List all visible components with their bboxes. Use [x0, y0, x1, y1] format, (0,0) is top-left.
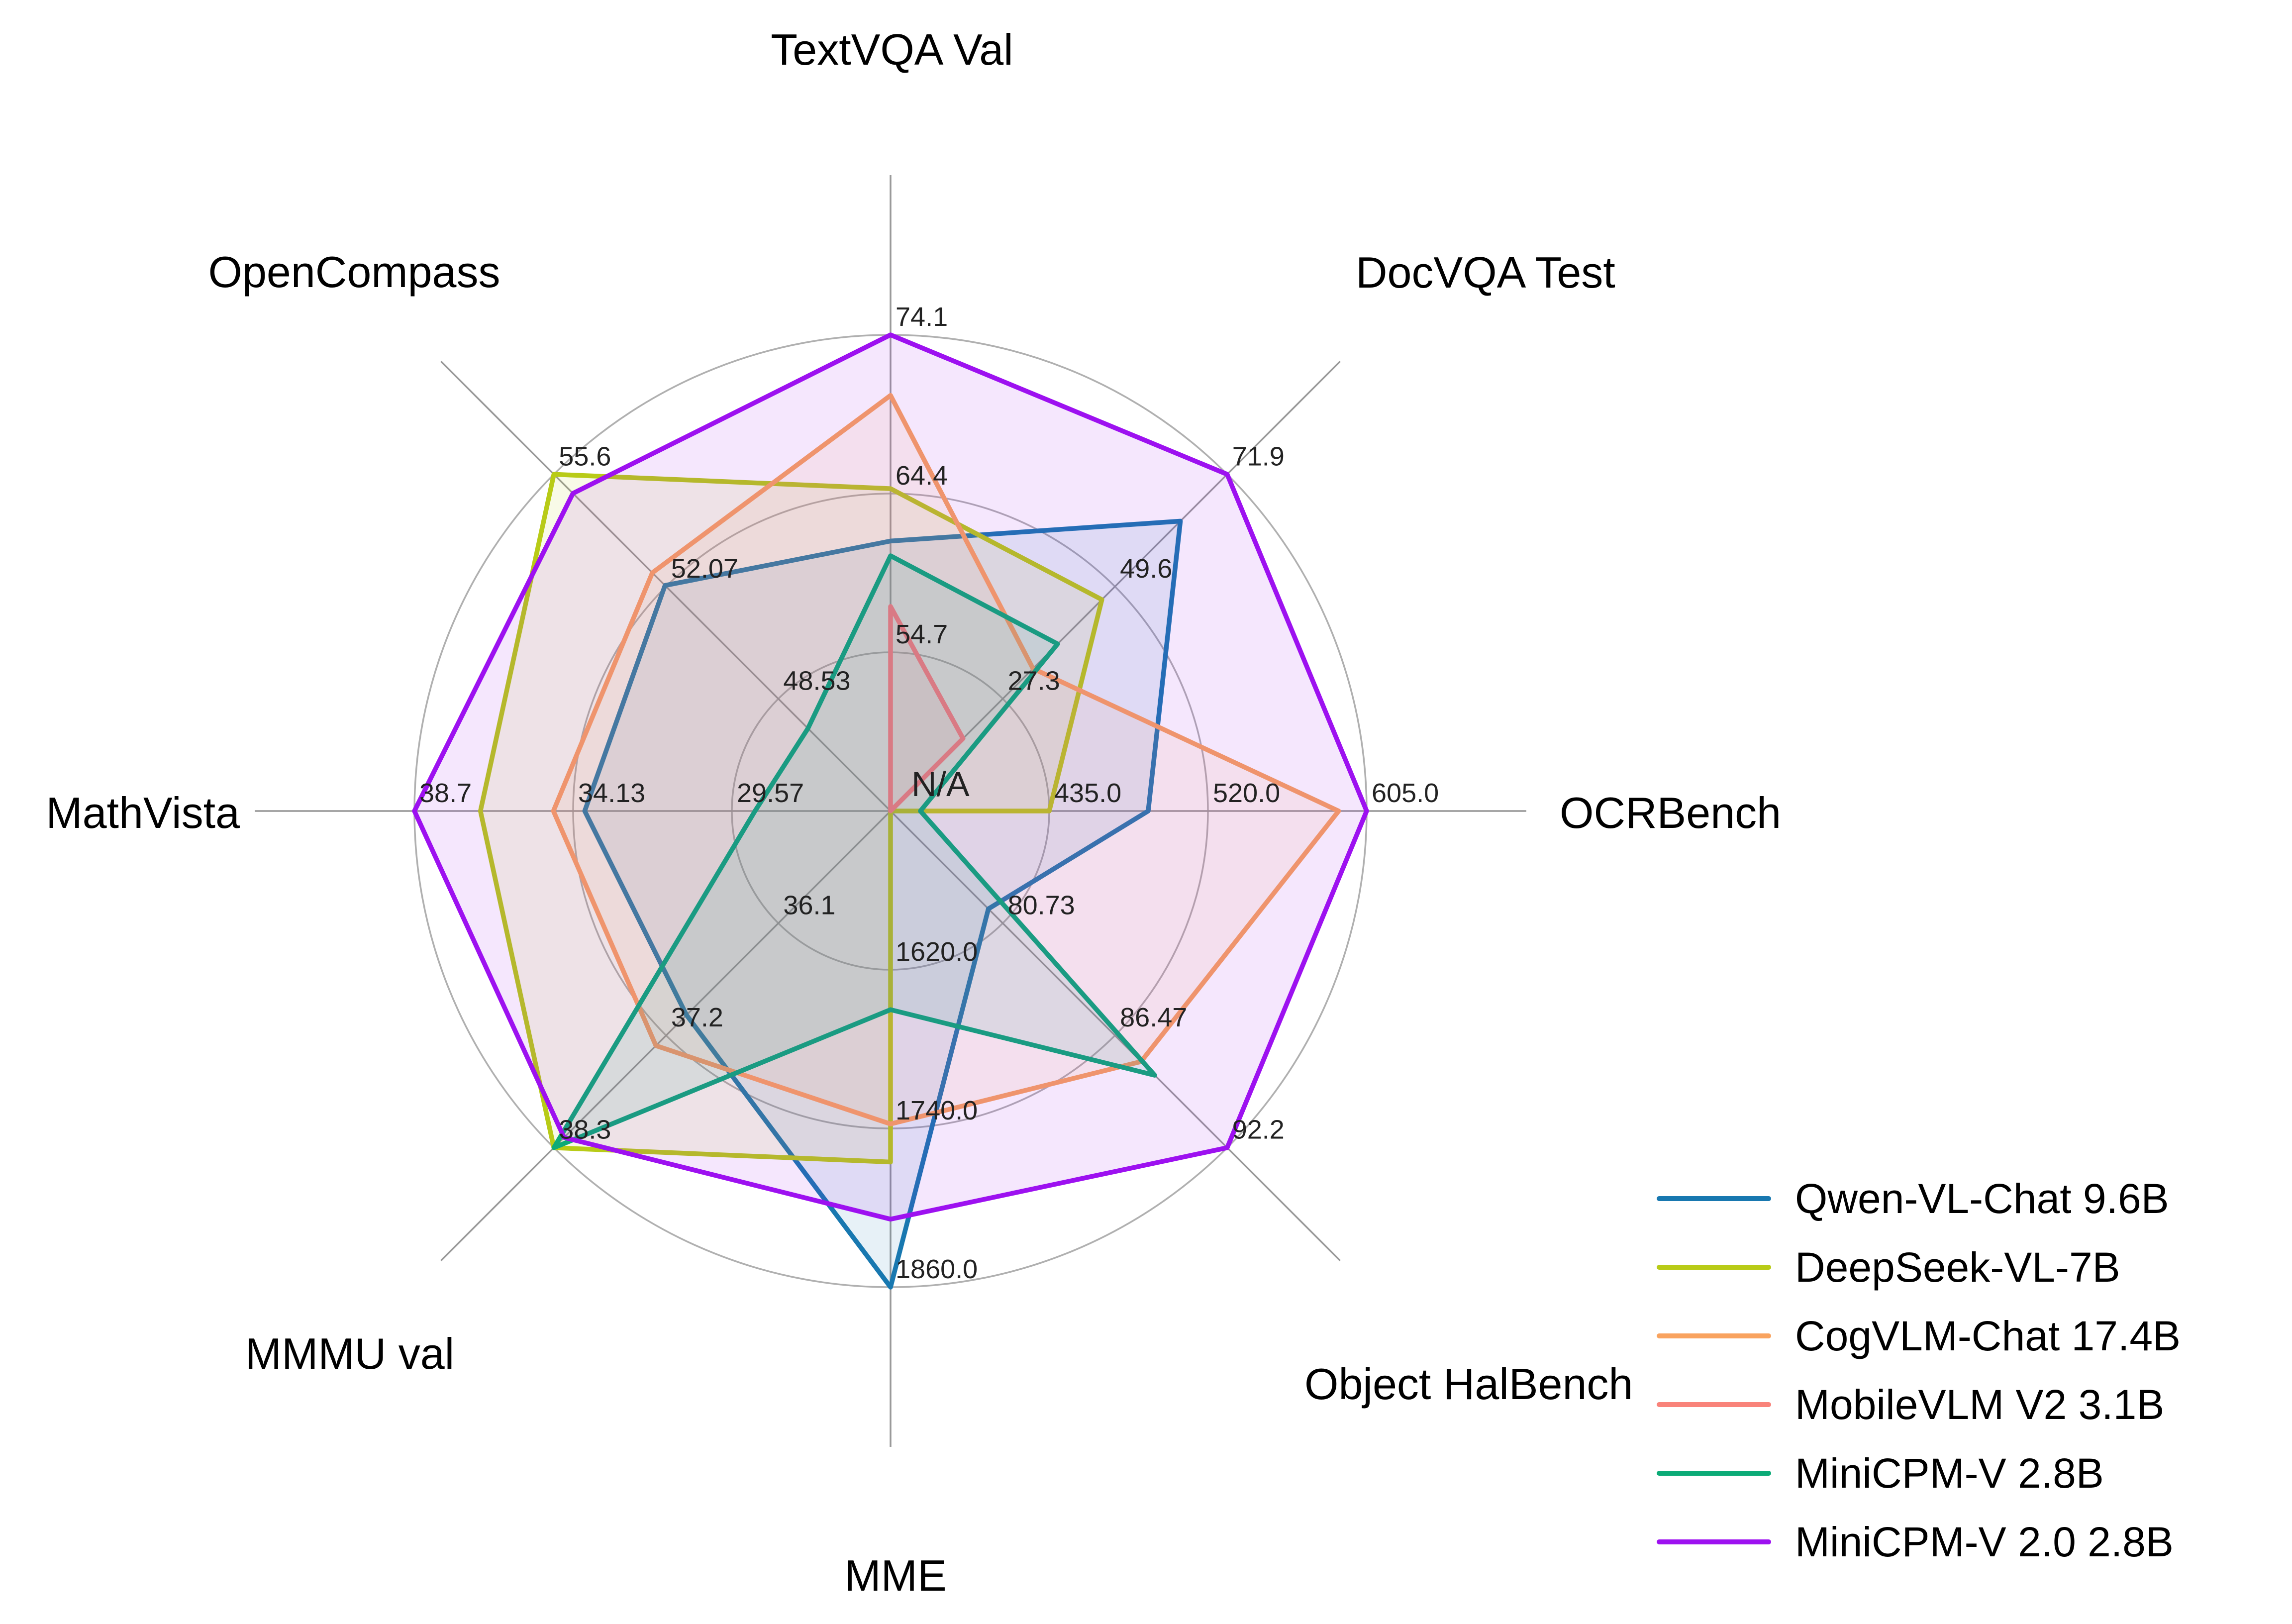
tick-label: 55.6: [559, 441, 611, 471]
axis-label-Object HalBench: Object HalBench: [1304, 1359, 1633, 1409]
legend: Qwen-VL-Chat 9.6B DeepSeek-VL-7B CogVLM-Ch…: [1657, 1164, 2181, 1576]
series-fill-CogVLM-Chat 17.4B: [553, 395, 1339, 1124]
axis-label-OCRBench: OCRBench: [1560, 788, 1781, 837]
tick-label: 92.2: [1232, 1115, 1285, 1145]
legend-item: DeepSeek-VL-7B: [1657, 1233, 2181, 1302]
series-line-DeepSeek-VL-7B: [478, 472, 1104, 1165]
axis-label-MME: MME: [844, 1551, 946, 1600]
tick-label: 605.0: [1372, 778, 1439, 808]
legend-swatch: [1657, 1539, 1771, 1544]
legend-swatch: [1657, 1265, 1771, 1270]
axis-label-MathVista: MathVista: [46, 788, 240, 837]
series-line-CogVLM-Chat 17.4B: [551, 393, 1341, 1126]
series-fill-MiniCPM-V 2.0 2.8B: [414, 335, 1367, 1219]
tick-label: 80.73: [1008, 891, 1075, 920]
legend-item: CogVLM-Chat 17.4B: [1657, 1302, 2181, 1370]
axis-spoke: [890, 810, 1341, 1261]
series-fill-DeepSeek-VL-7B: [480, 474, 1102, 1162]
axis-spoke: [440, 810, 892, 1261]
legend-label: MiniCPM-V 2.8B: [1795, 1449, 2104, 1497]
tick-label: 54.7: [896, 619, 948, 649]
legend-label: MobileVLM V2 3.1B: [1795, 1381, 2165, 1428]
series-fill-Qwen-VL-Chat 9.6B: [585, 521, 1181, 1287]
legend-swatch: [1657, 1196, 1771, 1201]
legend-swatch: [1657, 1333, 1771, 1338]
tick-label: 1620.0: [896, 937, 978, 967]
series-fill-MobileVLM V2 3.1B: [891, 606, 963, 811]
series-line-MiniCPM-V 2.8B: [551, 553, 1157, 1150]
tick-label: 34.13: [578, 778, 645, 808]
tick-label: 74.1: [896, 302, 948, 332]
legend-item: MiniCPM-V 2.8B: [1657, 1439, 2181, 1508]
series-line-MobileVLM V2 3.1B: [888, 604, 966, 813]
tick-label: 71.9: [1232, 441, 1285, 471]
na-center-label: N/A: [911, 765, 970, 804]
axis-label-TextVQA Val: TextVQA Val: [771, 25, 1013, 74]
tick-label: 27.3: [1008, 666, 1060, 696]
axis-spoke: [890, 361, 1341, 812]
tick-label: 1860.0: [896, 1254, 978, 1284]
series-line-Qwen-VL-Chat 9.6B: [582, 518, 1183, 1290]
tick-label: 520.0: [1213, 778, 1280, 808]
axis-label-DocVQA Test: DocVQA Test: [1356, 248, 1615, 297]
tick-label: 52.07: [671, 554, 738, 584]
tick-label: 49.6: [1120, 554, 1172, 584]
axis-label-MMMU val: MMMU val: [245, 1329, 454, 1378]
legend-swatch: [1657, 1402, 1771, 1407]
tick-label: 38.3: [559, 1115, 611, 1145]
tick-label: 36.1: [783, 891, 835, 920]
tick-label: 48.53: [783, 666, 850, 696]
tick-label: 37.2: [671, 1003, 723, 1032]
tick-label: 64.4: [896, 461, 948, 491]
legend-label: Qwen-VL-Chat 9.6B: [1795, 1175, 2169, 1222]
series-fill-MiniCPM-V 2.8B: [554, 556, 1155, 1148]
legend-item: MobileVLM V2 3.1B: [1657, 1370, 2181, 1439]
legend-label: CogVLM-Chat 17.4B: [1795, 1312, 2181, 1359]
legend-item: MiniCPM-V 2.0 2.8B: [1657, 1508, 2181, 1576]
legend-label: MiniCPM-V 2.0 2.8B: [1795, 1518, 2174, 1565]
tick-label: 1740.0: [896, 1096, 978, 1125]
tick-label: 435.0: [1054, 778, 1121, 808]
tick-label: 38.7: [419, 778, 472, 808]
tick-label: 29.57: [737, 778, 804, 808]
legend-swatch: [1657, 1471, 1771, 1476]
legend-item: Qwen-VL-Chat 9.6B: [1657, 1164, 2181, 1233]
series-line-MiniCPM-V 2.0 2.8B: [412, 332, 1369, 1222]
legend-label: DeepSeek-VL-7B: [1795, 1243, 2120, 1291]
tick-label: 86.47: [1120, 1003, 1187, 1032]
axis-label-OpenCompass: OpenCompass: [208, 247, 500, 297]
